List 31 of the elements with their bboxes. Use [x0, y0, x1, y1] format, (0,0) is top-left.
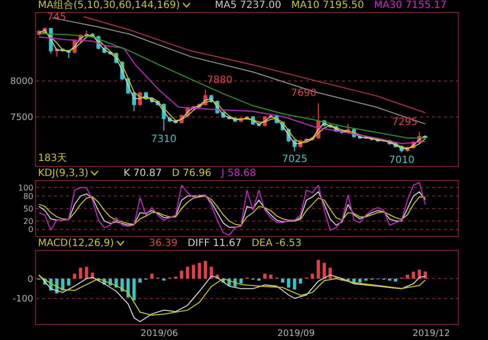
chart-title: MACD(12,26,9) [38, 238, 115, 249]
series-label: 36.39 [148, 238, 178, 249]
annotation: 7010 [389, 155, 414, 166]
y-tick-label: 50 [23, 204, 34, 214]
y-tick-label: 0 [28, 225, 34, 234]
y-tick-label: 8000 [10, 77, 34, 88]
text: DIFF 11.67 [188, 238, 242, 249]
y-tick-label: 0 [27, 274, 34, 285]
y-tick-label: 80 [23, 192, 34, 201]
annotation: 7310 [151, 134, 176, 145]
y-tick-label: 20 [23, 216, 34, 226]
text: MA5 7237.00 [214, 0, 282, 11]
text: MA30 7155.17 [374, 0, 447, 11]
y-tick-label: 7500 [10, 113, 34, 124]
x-tick-label: 2019/09 [277, 328, 316, 339]
chart-title: MA组合(5,10,30,60,144,169) [38, 0, 181, 11]
annotation: 7295 [392, 117, 418, 128]
text: K 70.87 [123, 168, 162, 179]
annotation: 183天 [38, 153, 68, 164]
series-label: D 76.96 [172, 168, 212, 179]
y-tick-label: -100 [12, 294, 34, 304]
annotation: 7690 [291, 88, 316, 99]
chart-title: KDJ(9,3,3) [38, 168, 90, 179]
x-tick-label: 2019/06 [140, 328, 178, 339]
y-tick-label: 100 [18, 183, 34, 192]
annotation: 7880 [207, 75, 232, 86]
x-tick-label: 2019/12 [412, 328, 450, 339]
series-label: J 58.68 [221, 168, 256, 179]
annotation: 7025 [282, 154, 308, 165]
text: MA10 7195.50 [291, 0, 364, 11]
text: DEA -6.53 [252, 238, 302, 249]
